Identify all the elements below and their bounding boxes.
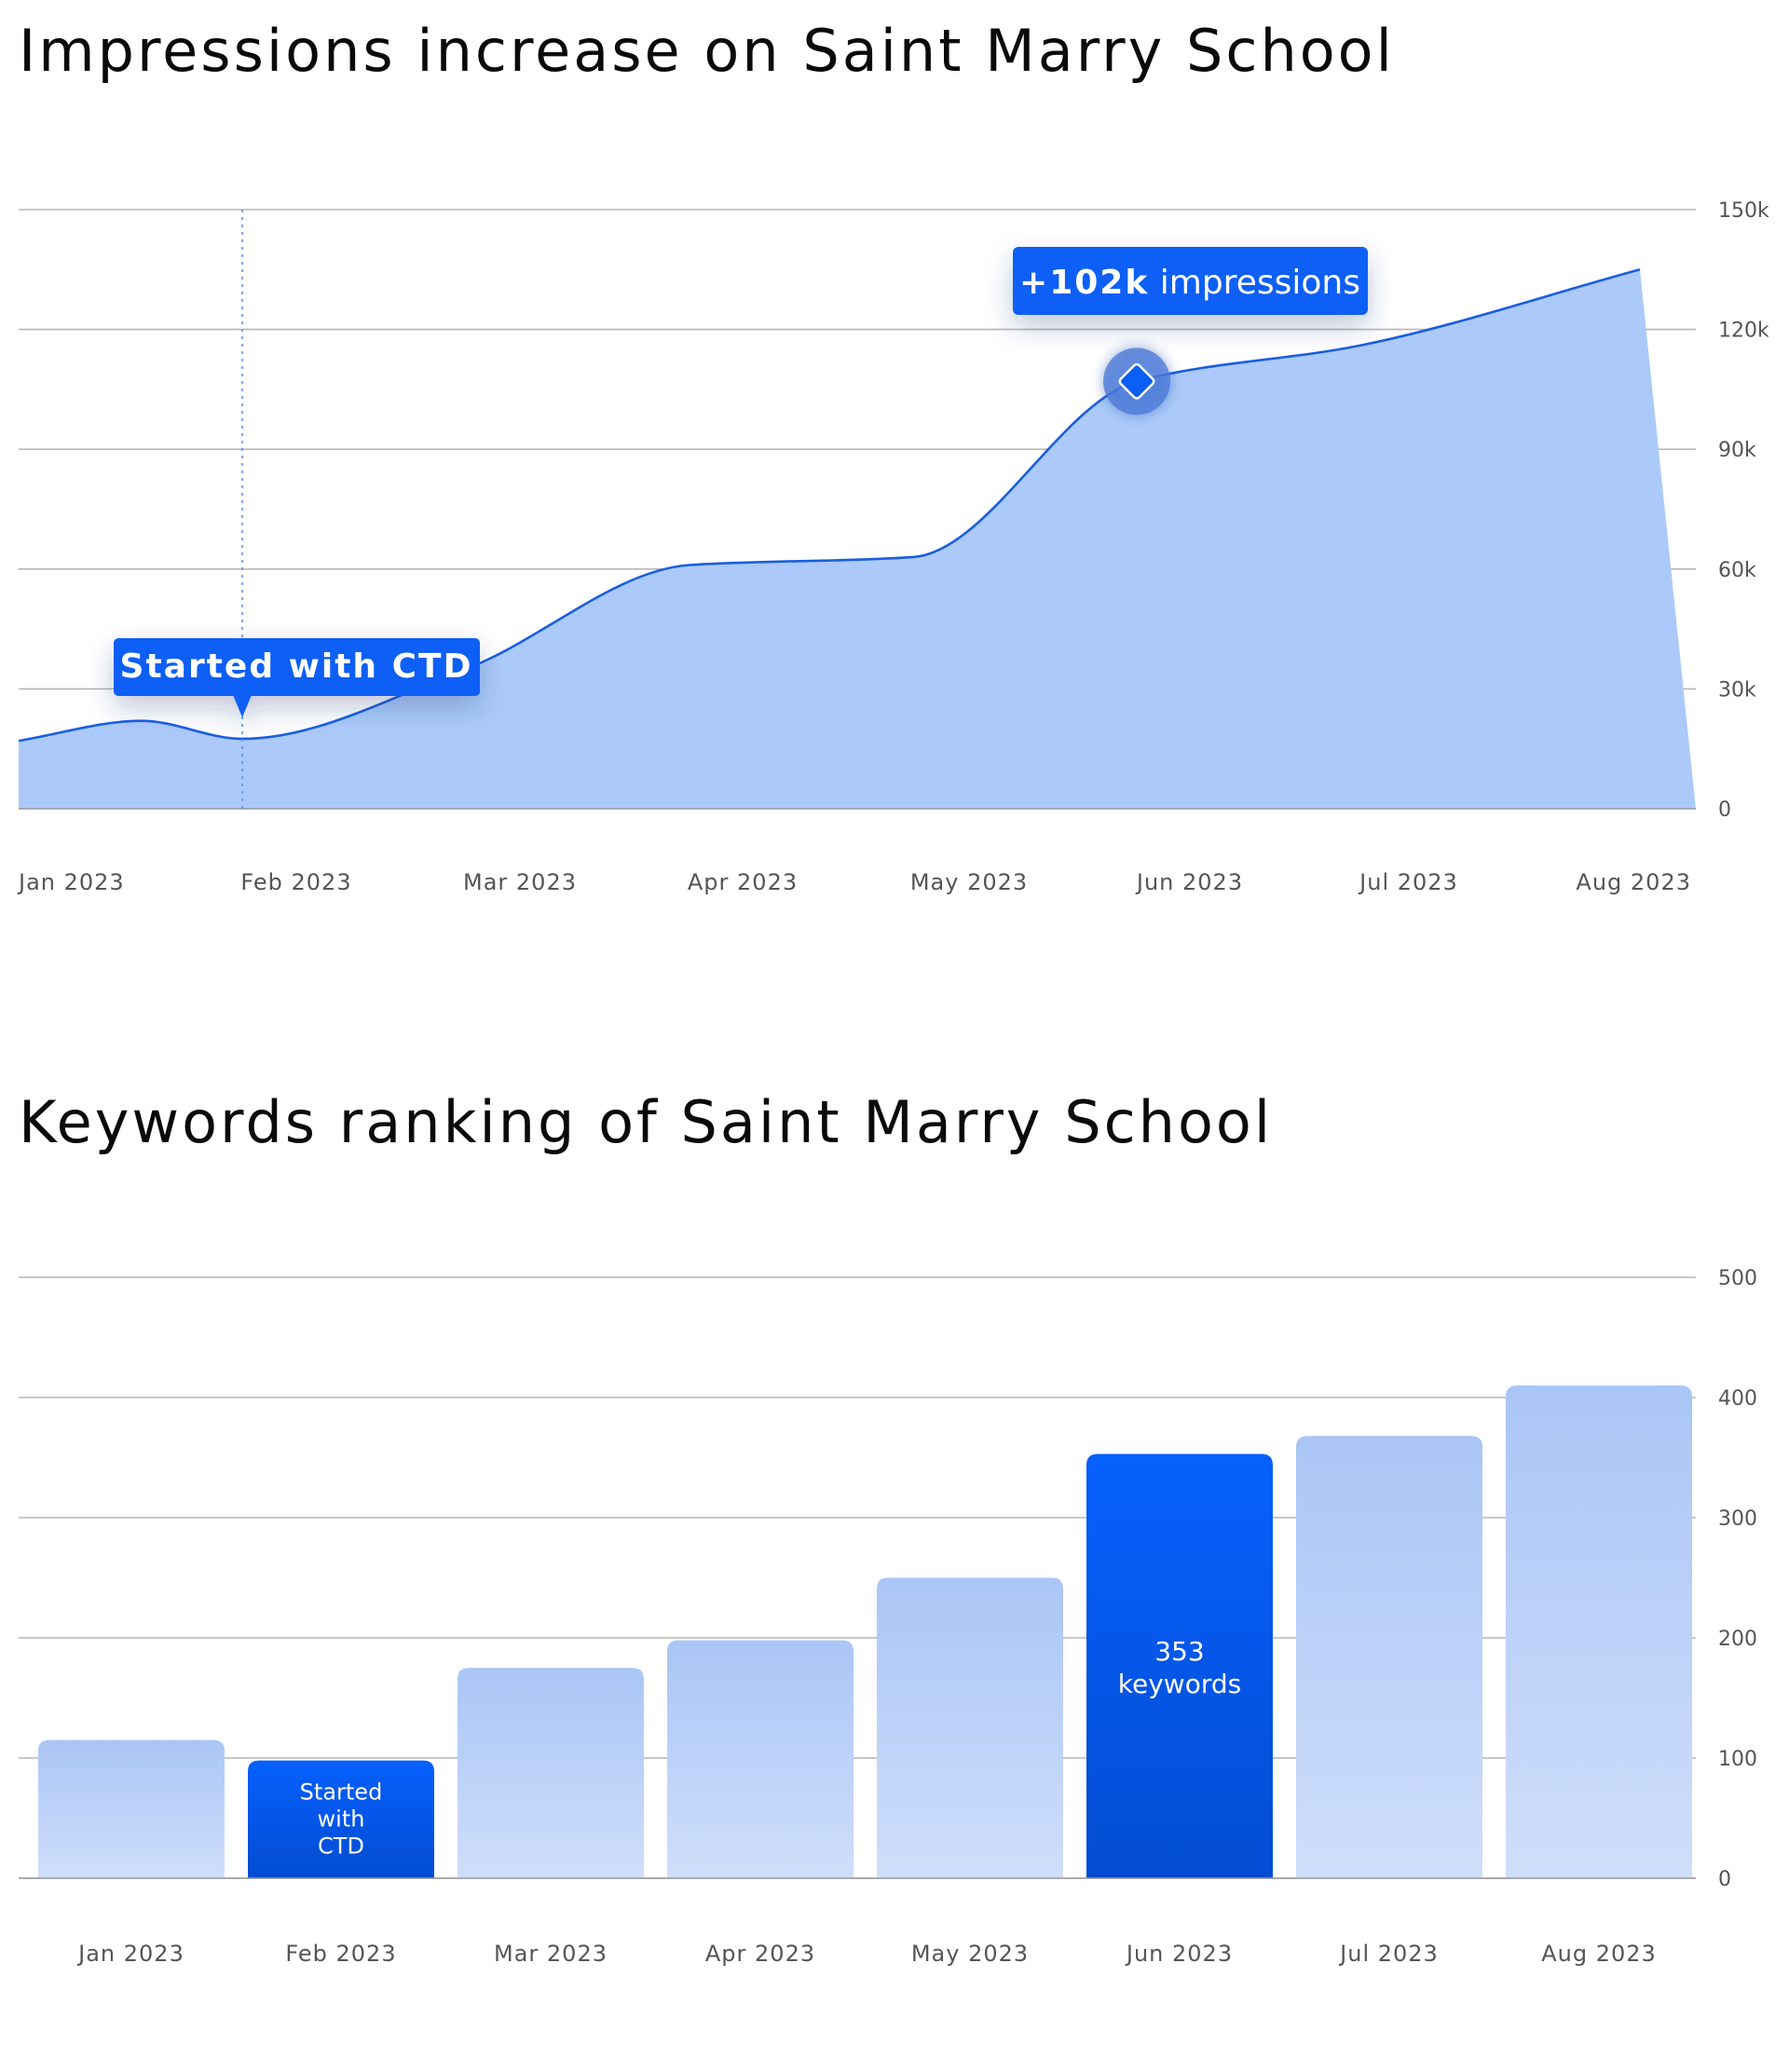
bar-label: keywords bbox=[1118, 1669, 1241, 1699]
start-callout-pointer bbox=[233, 695, 252, 717]
x-tick-label: Mar 2023 bbox=[494, 1941, 608, 1967]
y-tick-label: 100 bbox=[1718, 1748, 1757, 1771]
x-tick-label: Apr 2023 bbox=[688, 869, 798, 895]
x-tick-label: Jun 2023 bbox=[1125, 1941, 1233, 1967]
x-tick-label: Aug 2023 bbox=[1576, 869, 1691, 895]
peak-callout-label: +102k impressions bbox=[1019, 264, 1360, 302]
impressions-chart-title: Impressions increase on Saint Marry Scho… bbox=[19, 17, 1395, 85]
bar bbox=[877, 1577, 1063, 1878]
keywords-chart-title: Keywords ranking of Saint Marry School bbox=[19, 1088, 1274, 1156]
bar bbox=[38, 1739, 225, 1878]
start-callout bbox=[114, 638, 480, 717]
start-callout-box bbox=[114, 638, 480, 696]
bar bbox=[1086, 1453, 1273, 1878]
impressions-area-chart: 0 30k 60k 90k 120k 150k Jan 2023 Feb 2023 Mar 20… bbox=[17, 199, 1769, 895]
y-tick-label: 30k bbox=[1718, 678, 1756, 702]
x-tick-label: Aug 2023 bbox=[1541, 1941, 1657, 1967]
y-tick-label: 150k bbox=[1718, 199, 1769, 223]
start-callout-label: Started with CTD bbox=[120, 648, 473, 686]
y-tick-label: 90k bbox=[1718, 439, 1756, 462]
x-tick-label: Jan 2023 bbox=[17, 869, 125, 895]
x-tick-label: Feb 2023 bbox=[285, 1941, 396, 1967]
x-tick-label: Feb 2023 bbox=[240, 869, 351, 895]
bar-label: with bbox=[318, 1806, 365, 1833]
y-tick-label: 0 bbox=[1718, 798, 1731, 822]
y-tick-label: 300 bbox=[1718, 1507, 1757, 1531]
x-tick-label: Jun 2023 bbox=[1135, 869, 1243, 895]
x-tick-label: May 2023 bbox=[910, 869, 1028, 895]
y-tick-label: 60k bbox=[1718, 559, 1756, 582]
keywords-bar-chart: 0 100 200 300 400 500 Jan 2023 Feb 2023 Startedw… bbox=[19, 1267, 1757, 1967]
y-tick-label: 400 bbox=[1718, 1387, 1757, 1411]
series-line bbox=[18, 268, 1641, 743]
peak-callout-unit: impressions bbox=[1149, 264, 1360, 302]
bar bbox=[1506, 1385, 1692, 1878]
x-tick-label: Jul 2023 bbox=[1358, 869, 1458, 895]
peak-marker-diamond bbox=[1118, 362, 1155, 400]
y-tick-label: 500 bbox=[1718, 1267, 1757, 1290]
x-tick-label: Mar 2023 bbox=[463, 869, 577, 895]
y-tick-label: 200 bbox=[1718, 1628, 1757, 1651]
area-fill bbox=[19, 269, 1696, 809]
x-tick-label: May 2023 bbox=[911, 1941, 1029, 1967]
bar-label: 353 bbox=[1154, 1636, 1204, 1667]
peak-callout-box bbox=[1013, 247, 1368, 315]
bar bbox=[457, 1668, 644, 1878]
peak-callout-value: +102k bbox=[1019, 264, 1149, 302]
bar bbox=[667, 1640, 854, 1878]
y-tick-label: 120k bbox=[1718, 320, 1769, 343]
bar bbox=[1296, 1436, 1482, 1878]
bar bbox=[248, 1760, 434, 1878]
bar-label: CTD bbox=[318, 1833, 364, 1860]
x-tick-label: Apr 2023 bbox=[705, 1941, 815, 1967]
peak-callout bbox=[1013, 247, 1368, 315]
x-tick-label: Jul 2023 bbox=[1338, 1941, 1439, 1967]
y-tick-label: 0 bbox=[1718, 1868, 1731, 1891]
bar-label: Started bbox=[300, 1779, 383, 1806]
x-tick-label: Jan 2023 bbox=[76, 1941, 184, 1967]
